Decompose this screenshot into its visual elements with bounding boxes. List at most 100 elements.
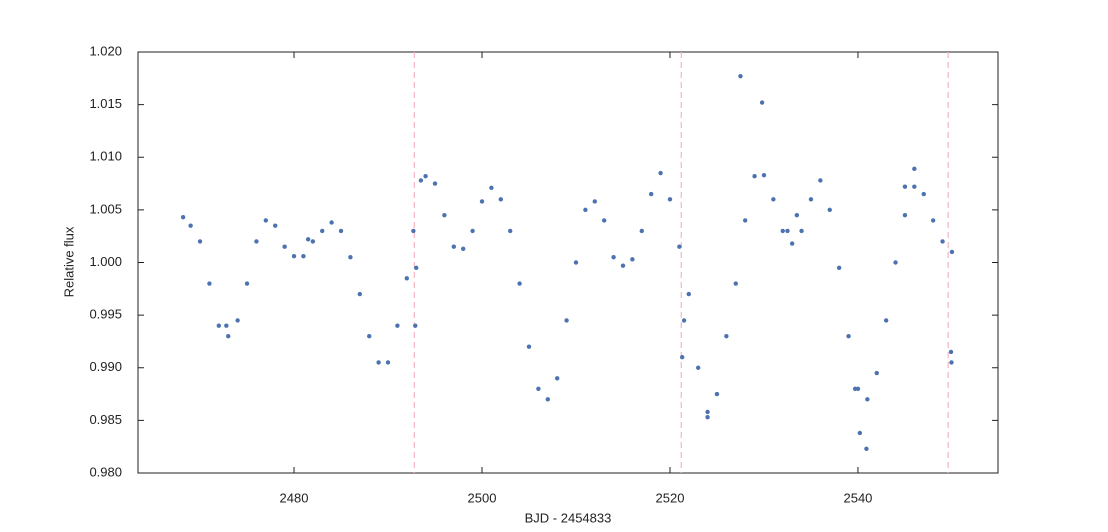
data-point	[761, 172, 767, 178]
data-point	[794, 212, 800, 218]
y-tick-label: 1.020	[89, 43, 122, 58]
data-point	[517, 281, 522, 286]
data-point	[611, 255, 616, 260]
y-tick-label: 0.990	[89, 359, 122, 374]
data-point	[357, 291, 363, 297]
data-point	[545, 397, 550, 402]
data-point	[188, 223, 193, 228]
data-point	[630, 257, 635, 262]
data-point	[507, 228, 513, 234]
data-point	[620, 263, 626, 268]
data-point	[180, 215, 186, 220]
data-point	[705, 409, 710, 415]
data-point	[724, 333, 729, 339]
data-point	[197, 239, 203, 244]
data-point	[418, 178, 424, 183]
data-point	[470, 228, 475, 234]
data-point	[808, 197, 814, 202]
data-point	[536, 386, 541, 391]
x-tick-label: 2540	[843, 490, 872, 505]
data-point	[864, 446, 869, 451]
data-point	[827, 207, 832, 213]
data-point	[752, 173, 757, 179]
data-point	[681, 318, 687, 323]
data-point	[216, 323, 222, 328]
data-point	[857, 430, 863, 436]
data-point	[949, 249, 955, 255]
data-point	[573, 260, 579, 265]
data-point	[498, 197, 503, 202]
data-point	[235, 318, 240, 323]
data-point	[601, 218, 607, 223]
y-tick-label: 1.005	[89, 201, 122, 216]
x-tick-label: 2500	[468, 490, 497, 505]
data-point	[705, 415, 710, 420]
data-point	[667, 197, 673, 202]
data-point	[912, 166, 917, 172]
data-point	[367, 333, 372, 339]
x-axis-label: BJD - 2454833	[525, 510, 612, 525]
data-point	[648, 191, 654, 197]
data-point	[883, 318, 889, 323]
data-point	[592, 199, 597, 204]
data-point	[207, 281, 212, 286]
data-point	[583, 207, 588, 213]
data-point	[329, 220, 334, 225]
data-point	[789, 241, 795, 246]
data-point	[224, 323, 229, 328]
data-point	[254, 239, 259, 244]
data-point	[771, 197, 776, 202]
data-point	[759, 100, 765, 105]
data-point	[461, 246, 466, 252]
data-point	[226, 333, 231, 339]
data-point	[677, 244, 682, 249]
x-tick-label: 2480	[280, 490, 309, 505]
data-point	[526, 344, 532, 349]
y-tick-label: 0.985	[89, 412, 122, 427]
data-point	[742, 218, 748, 223]
data-point	[305, 237, 311, 242]
data-point	[376, 360, 381, 365]
data-point	[818, 178, 823, 183]
data-point	[432, 181, 438, 186]
data-point	[865, 397, 870, 402]
y-tick-label: 0.980	[89, 464, 122, 479]
data-point	[921, 191, 926, 197]
data-point	[912, 184, 917, 189]
y-tick-label: 1.015	[89, 96, 122, 111]
data-point	[423, 173, 428, 179]
data-point	[291, 253, 297, 259]
data-point	[902, 212, 908, 218]
data-point	[310, 239, 316, 244]
data-point	[301, 253, 306, 259]
data-point	[695, 365, 701, 370]
data-point	[348, 255, 353, 260]
data-point	[836, 265, 842, 270]
data-point	[385, 360, 391, 365]
data-point	[282, 244, 287, 249]
data-point	[930, 218, 936, 223]
data-point	[244, 281, 250, 286]
y-tick-label: 1.000	[89, 254, 122, 269]
data-point	[738, 74, 743, 79]
y-tick-label: 1.010	[89, 149, 122, 164]
data-point	[639, 228, 644, 234]
data-point	[948, 349, 954, 355]
data-point	[852, 386, 858, 391]
data-point	[442, 212, 447, 218]
y-tick-label: 0.995	[89, 307, 122, 322]
data-point	[679, 355, 685, 360]
data-point	[411, 228, 416, 234]
data-point	[902, 184, 908, 189]
data-point	[338, 228, 344, 234]
data-point	[686, 291, 691, 297]
data-point	[940, 239, 945, 244]
data-point	[949, 360, 954, 365]
data-point	[658, 170, 663, 176]
data-point	[785, 228, 790, 234]
data-point	[893, 260, 898, 265]
data-point	[874, 370, 879, 376]
data-point	[414, 265, 419, 270]
data-point	[489, 185, 494, 190]
plot-frame	[137, 51, 999, 474]
